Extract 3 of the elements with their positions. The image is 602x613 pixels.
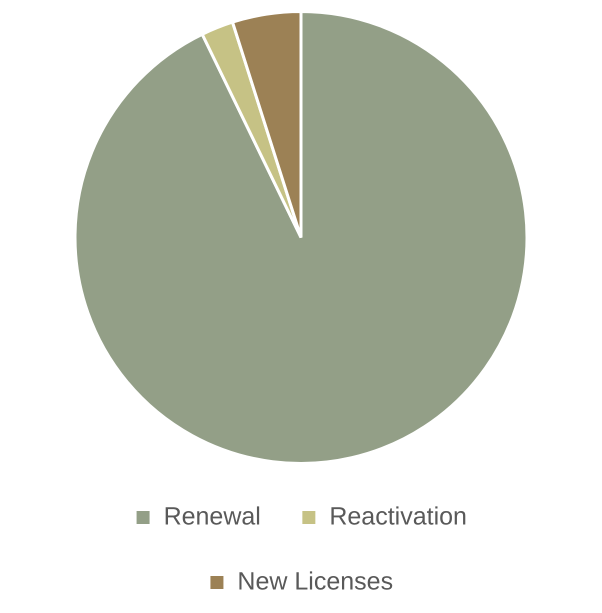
legend-label: Renewal xyxy=(164,502,261,530)
legend-label: New Licenses xyxy=(237,567,394,596)
legend-label: Reactivation xyxy=(329,502,467,530)
